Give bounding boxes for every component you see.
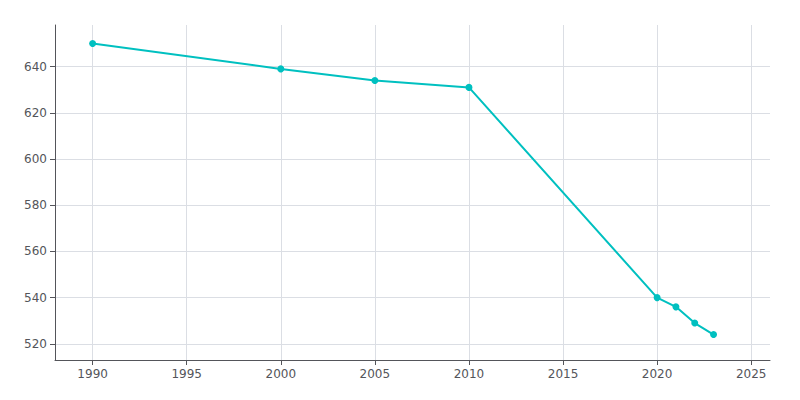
svg-text:1990: 1990 bbox=[77, 367, 108, 381]
svg-text:560: 560 bbox=[24, 244, 47, 258]
svg-text:640: 640 bbox=[24, 60, 47, 74]
svg-text:540: 540 bbox=[24, 291, 47, 305]
svg-text:2010: 2010 bbox=[454, 367, 485, 381]
svg-text:580: 580 bbox=[24, 198, 47, 212]
svg-text:620: 620 bbox=[24, 106, 47, 120]
svg-text:1995: 1995 bbox=[171, 367, 202, 381]
svg-text:2000: 2000 bbox=[266, 367, 297, 381]
svg-text:2015: 2015 bbox=[548, 367, 579, 381]
svg-text:600: 600 bbox=[24, 152, 47, 166]
svg-text:2005: 2005 bbox=[360, 367, 391, 381]
svg-text:2025: 2025 bbox=[736, 367, 767, 381]
svg-text:2020: 2020 bbox=[642, 367, 673, 381]
svg-text:520: 520 bbox=[24, 337, 47, 351]
